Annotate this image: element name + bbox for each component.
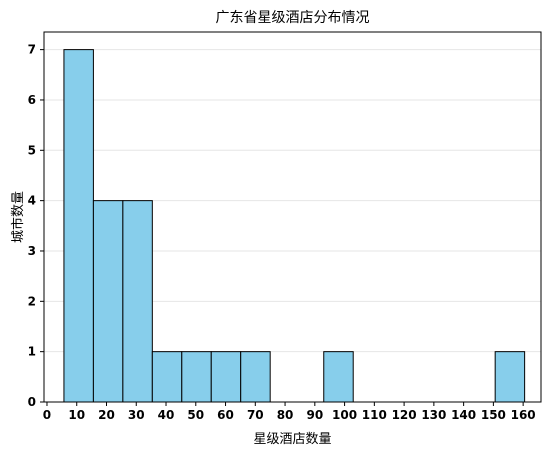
histogram-bar-0 [63,49,94,403]
y-tick-label-0: 0 [28,395,36,409]
x-tick-label-0: 0 [43,408,51,422]
y-tick-label-4: 4 [28,194,36,208]
x-tick-label-4: 40 [158,408,175,422]
x-tick-label-7: 70 [247,408,264,422]
x-tick-label-2: 20 [98,408,115,422]
x-axis-ticks: 0 10 20 30 40 50 60 70 80 90 100 110 120 130 140 150 160 [43,402,536,422]
x-tick-label-13: 130 [421,408,446,422]
plot-frame [43,31,542,403]
y-axis-title: 城市数量 [10,191,26,243]
x-tick-label-1: 10 [68,408,85,422]
histogram-bar-6 [240,351,271,403]
x-axis-title: 星级酒店数量 [253,432,331,447]
x-tick-label-9: 90 [306,408,323,422]
y-tick-label-2: 2 [28,294,36,308]
x-tick-label-15: 150 [481,408,506,422]
y-tick-label-1: 1 [28,345,36,359]
histogram-bar-3 [151,351,183,403]
histogram-bar-2 [122,200,153,403]
chart-title: 广东省星级酒店分布情况 [216,10,370,26]
histogram-bar-7 [323,351,354,403]
y-tick-label-6: 6 [28,93,36,107]
x-tick-label-5: 50 [187,408,204,422]
x-tick-label-3: 30 [128,408,145,422]
x-tick-label-16: 160 [511,408,536,422]
histogram-bar-4 [181,351,212,403]
y-tick-label-5: 5 [28,143,36,157]
histogram-bar-5 [210,351,242,403]
x-tick-label-8: 80 [277,408,294,422]
x-tick-label-12: 120 [392,408,417,422]
x-tick-label-6: 60 [217,408,234,422]
histogram-bar-1 [92,200,124,403]
histogram-bar-8 [494,351,526,403]
x-tick-label-14: 140 [451,408,476,422]
y-tick-label-3: 3 [28,244,36,258]
x-tick-label-10: 100 [332,408,357,422]
x-tick-label-11: 110 [362,408,387,422]
y-axis-ticks: 0 1 2 3 4 5 6 7 [28,43,44,409]
bars-group [63,49,526,403]
y-tick-label-7: 7 [28,43,36,57]
